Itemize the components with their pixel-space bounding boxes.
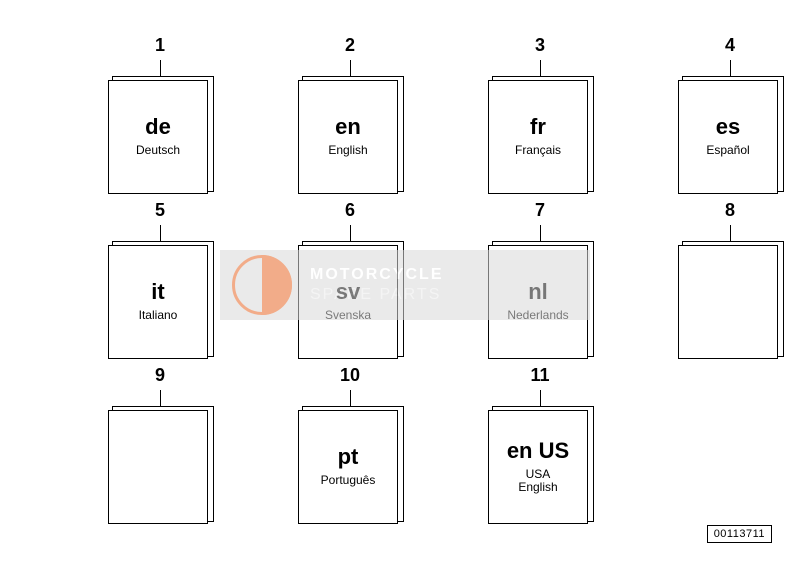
item-number: 1 xyxy=(80,35,240,56)
item-number: 5 xyxy=(80,200,240,221)
book-front: de Deutsch xyxy=(108,80,208,194)
language-cell: 11 en US USAEnglish xyxy=(460,365,620,528)
language-cell: 1 de Deutsch xyxy=(80,35,240,198)
language-cell: 2 en English xyxy=(270,35,430,198)
book-front xyxy=(678,245,778,359)
book-front: es Español xyxy=(678,80,778,194)
item-number: 7 xyxy=(460,200,620,221)
item-number: 9 xyxy=(80,365,240,386)
language-name: Français xyxy=(515,144,561,157)
language-name: Español xyxy=(706,144,749,157)
language-name: USAEnglish xyxy=(518,468,557,494)
book-front: nl Nederlands xyxy=(488,245,588,359)
book-front: fr Français xyxy=(488,80,588,194)
part-number: 00113711 xyxy=(707,525,772,543)
book-front: pt Português xyxy=(298,410,398,524)
language-cell: 10 pt Português xyxy=(270,365,430,528)
book-icon xyxy=(678,245,782,363)
language-grid: 1deDeutsch2enEnglish3frFrançais4esEspaño… xyxy=(40,35,760,525)
language-code: it xyxy=(151,281,164,303)
language-cell: 9 xyxy=(80,365,240,528)
language-code: de xyxy=(145,116,171,138)
item-number: 11 xyxy=(460,365,620,386)
book-icon: de Deutsch xyxy=(108,80,212,198)
book-icon: pt Português xyxy=(298,410,402,528)
language-code: nl xyxy=(528,281,548,303)
book-front xyxy=(108,410,208,524)
language-name: Deutsch xyxy=(136,144,180,157)
item-number: 3 xyxy=(460,35,620,56)
book-front: it Italiano xyxy=(108,245,208,359)
language-name: Italiano xyxy=(139,309,178,322)
book-icon xyxy=(108,410,212,528)
language-cell: 6 sv Svenska xyxy=(270,200,430,363)
book-icon: it Italiano xyxy=(108,245,212,363)
language-name: Nederlands xyxy=(507,309,568,322)
item-number: 4 xyxy=(650,35,800,56)
book-front: en English xyxy=(298,80,398,194)
language-code: fr xyxy=(530,116,546,138)
language-name: Svenska xyxy=(325,309,371,322)
language-cell: 5 it Italiano xyxy=(80,200,240,363)
item-number: 8 xyxy=(650,200,800,221)
language-cell: 8 xyxy=(650,200,800,363)
book-icon: en English xyxy=(298,80,402,198)
book-front: en US USAEnglish xyxy=(488,410,588,524)
book-front: sv Svenska xyxy=(298,245,398,359)
language-cell: 3 fr Français xyxy=(460,35,620,198)
book-icon: nl Nederlands xyxy=(488,245,592,363)
book-icon: fr Français xyxy=(488,80,592,198)
language-name: Português xyxy=(321,474,376,487)
language-cell: 4 es Español xyxy=(650,35,800,198)
item-number: 6 xyxy=(270,200,430,221)
language-name: English xyxy=(328,144,367,157)
book-icon: es Español xyxy=(678,80,782,198)
language-code: sv xyxy=(336,281,360,303)
item-number: 10 xyxy=(270,365,430,386)
book-icon: sv Svenska xyxy=(298,245,402,363)
language-code: pt xyxy=(338,446,359,468)
item-number: 2 xyxy=(270,35,430,56)
language-code: es xyxy=(716,116,740,138)
language-code: en US xyxy=(507,440,569,462)
language-code: en xyxy=(335,116,361,138)
book-icon: en US USAEnglish xyxy=(488,410,592,528)
language-cell: 7 nl Nederlands xyxy=(460,200,620,363)
